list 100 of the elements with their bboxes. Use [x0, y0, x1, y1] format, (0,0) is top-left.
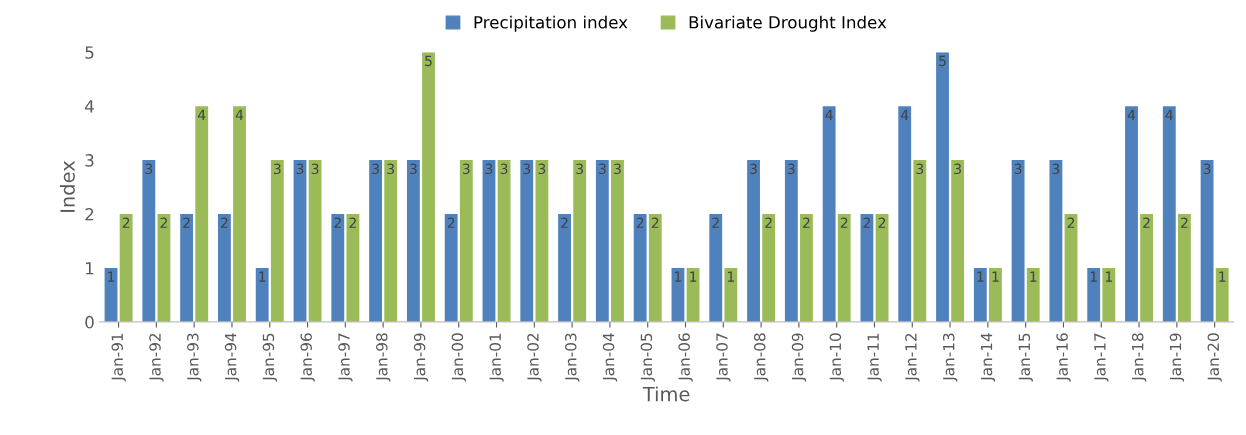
- data-label: 4: [1127, 109, 1136, 120]
- bar: [497, 160, 511, 322]
- bar: [142, 160, 156, 322]
- bar: [482, 160, 496, 322]
- data-label: 2: [878, 217, 886, 228]
- bar: [331, 214, 345, 322]
- data-label: 2: [840, 217, 848, 228]
- data-label: 3: [1052, 163, 1060, 175]
- data-label: 1: [108, 271, 115, 282]
- data-label: 3: [1014, 163, 1022, 175]
- data-label: 3: [145, 163, 153, 175]
- data-label: 2: [863, 217, 870, 228]
- bar: [573, 160, 587, 322]
- data-label: 1: [1219, 271, 1226, 282]
- x-tick-label: Jan-07: [716, 333, 731, 382]
- data-label: 4: [235, 109, 244, 120]
- x-tick-label: Jan-11: [867, 333, 882, 382]
- legend-label: Precipitation index: [474, 15, 628, 32]
- bar: [822, 106, 836, 322]
- y-tick-label: 3: [85, 154, 94, 167]
- data-label: 3: [916, 163, 924, 175]
- data-label: 2: [349, 217, 356, 228]
- data-label: 4: [900, 109, 909, 120]
- data-label: 2: [447, 217, 455, 228]
- data-label: 3: [1203, 163, 1211, 175]
- bar: [724, 267, 738, 322]
- bar: [459, 160, 473, 322]
- x-tick-label: Jan-16: [1056, 333, 1071, 382]
- bar: [951, 160, 965, 322]
- bar: [1026, 267, 1040, 322]
- data-label: 3: [787, 163, 795, 175]
- data-label: 3: [462, 163, 470, 175]
- bar: [595, 160, 609, 322]
- data-label: 2: [765, 217, 772, 228]
- bar: [784, 160, 798, 322]
- data-label: 1: [727, 271, 734, 282]
- x-tick-label: Jan-93: [187, 333, 202, 382]
- data-label: 1: [690, 271, 697, 282]
- bar: [989, 267, 1002, 322]
- data-label: 4: [197, 109, 206, 120]
- bar: [119, 214, 133, 322]
- bar: [157, 214, 171, 322]
- x-tick-label: Jan-91: [111, 333, 126, 382]
- bar: [913, 160, 927, 322]
- data-label: 2: [803, 217, 810, 228]
- bar: [611, 160, 624, 322]
- bar: [1102, 267, 1116, 322]
- x-tick-label: Jan-18: [1131, 333, 1147, 382]
- data-label: 2: [122, 217, 130, 228]
- data-label: 1: [992, 271, 999, 282]
- data-label: 2: [183, 217, 190, 228]
- x-tick-label: Jan-99: [413, 333, 429, 382]
- data-label: 3: [954, 163, 961, 175]
- bar: [875, 214, 889, 322]
- bar: [1200, 160, 1214, 322]
- data-label: 2: [1143, 217, 1150, 228]
- data-label: 3: [273, 163, 281, 175]
- bar: [800, 214, 813, 322]
- x-tick-label: Jan-92: [149, 333, 164, 382]
- data-label: 3: [410, 163, 417, 175]
- x-tick-label: Jan-96: [300, 333, 315, 382]
- data-label: 1: [1030, 271, 1037, 282]
- bar: [255, 267, 269, 322]
- bar: [1064, 214, 1078, 322]
- bar: [406, 160, 420, 322]
- bar: [558, 214, 571, 322]
- data-label: 3: [485, 163, 493, 175]
- bar: [1162, 106, 1176, 322]
- bar: [860, 214, 874, 322]
- x-tick-label: Jan-12: [905, 333, 920, 382]
- bar: [837, 214, 851, 322]
- x-tick-label: Jan-06: [678, 333, 693, 382]
- bar: [346, 214, 360, 322]
- data-label: 5: [939, 55, 946, 67]
- data-label: 2: [334, 217, 341, 228]
- bar: [1011, 160, 1025, 322]
- bar: [180, 214, 194, 322]
- bar: [973, 267, 987, 322]
- y-axis-title: Index: [59, 160, 75, 212]
- bar: [709, 214, 723, 322]
- y-tick-label: 2: [85, 207, 94, 221]
- data-label: 5: [425, 55, 432, 67]
- bar: [233, 106, 246, 322]
- x-tick-label: Jan-20: [1207, 333, 1222, 382]
- legend-label: Bivariate Drought Index: [689, 15, 887, 32]
- data-label: 3: [538, 163, 546, 175]
- bar: [384, 160, 398, 322]
- data-label: 1: [259, 271, 266, 282]
- bar: [293, 160, 307, 322]
- x-tick-label: Jan-95: [262, 333, 278, 382]
- y-tick-label: 4: [85, 100, 94, 113]
- data-label: 2: [636, 217, 644, 228]
- data-label: 2: [221, 217, 228, 228]
- bar: [195, 106, 209, 322]
- x-tick-label: Jan-01: [489, 333, 504, 382]
- x-tick-label: Jan-03: [565, 333, 580, 382]
- x-tick-label: Jan-94: [224, 333, 240, 382]
- x-axis-title: Time: [642, 386, 690, 402]
- bar: [1177, 214, 1191, 322]
- x-tick-label: Jan-17: [1094, 333, 1109, 382]
